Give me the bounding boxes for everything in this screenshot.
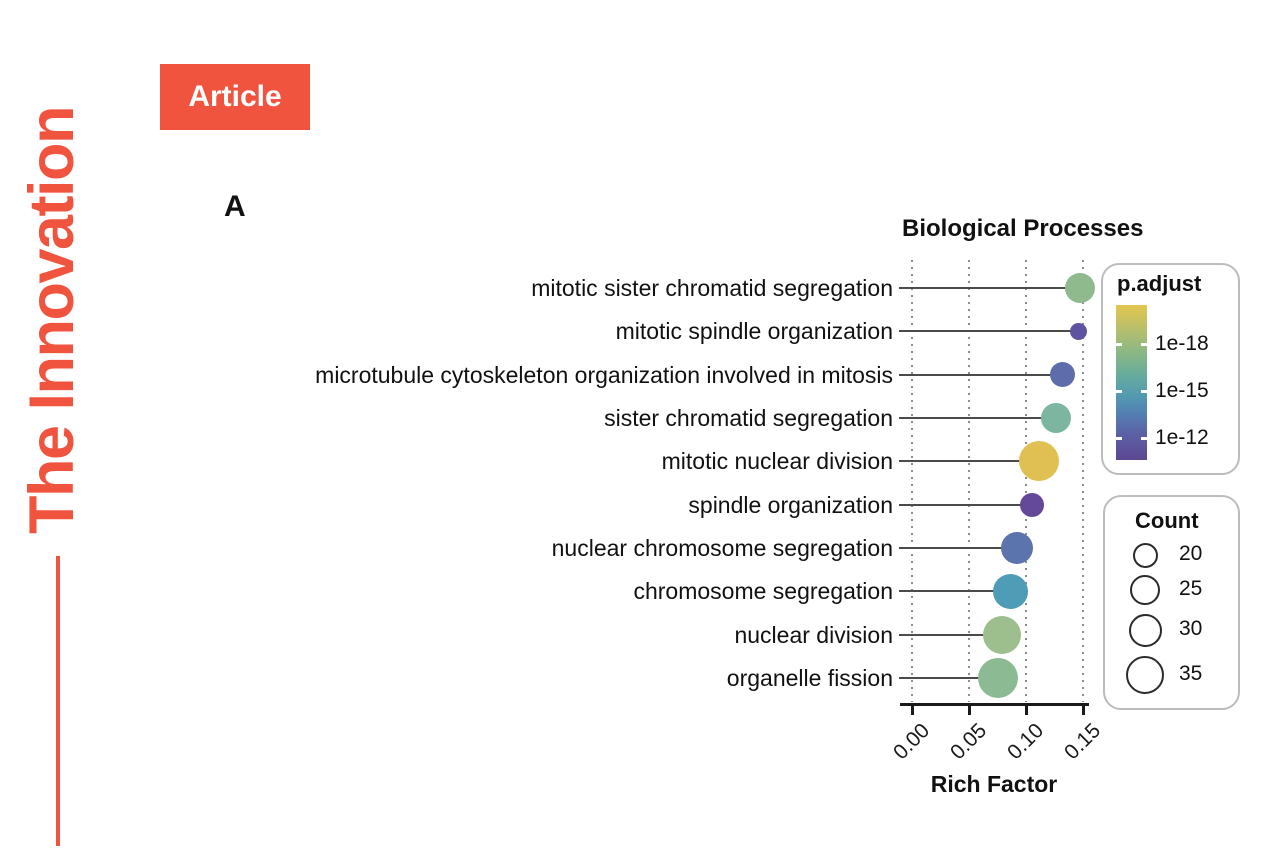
y-category-label: nuclear division [734,621,893,648]
lollipop-stem [899,547,1017,550]
x-axis-tick-0.05 [968,706,971,715]
colorbar-tick-label: 1e-18 [1155,332,1209,355]
chart-title: Biological Processes [902,215,1144,242]
data-bubble [1019,492,1044,517]
lollipop-stem [899,460,1039,463]
colorbar-tick-right [1141,437,1147,440]
data-bubble [1049,362,1075,388]
x-axis-line [900,703,1089,706]
lollipop-stem [899,287,1080,289]
lollipop-stem [899,373,1063,376]
count-legend-circle-20 [1132,542,1158,568]
count-legend-circle-25 [1130,575,1160,605]
count-legend-label-25: 25 [1179,577,1203,600]
article-type-badge: Article [160,64,310,130]
count-legend-circle-30 [1128,613,1162,647]
data-bubble [992,573,1028,609]
colorbar-tick-right [1141,390,1147,393]
y-category-label: nuclear chromosome segregation [551,535,893,562]
lollipop-stem [899,590,1011,593]
figure-panel-label: A [224,190,246,223]
count-legend-circle-35 [1126,656,1164,694]
legend-count: Count 20 25 30 35 [1103,495,1240,710]
lollipop-stem [899,633,1003,636]
data-bubble [983,615,1022,654]
y-category-label: spindle organization [688,491,893,518]
legend-padjust-title: p.adjust [1117,271,1202,296]
data-bubble [1069,322,1087,340]
colorbar-tick-left [1116,343,1122,346]
count-legend-label-20: 20 [1179,542,1203,565]
colorbar-tick-right [1141,343,1147,346]
data-bubble [1040,403,1071,434]
y-category-label: mitotic sister chromatid segregation [531,275,893,301]
x-axis-tick-0.10 [1025,706,1028,715]
colorbar-tick-left [1116,437,1122,440]
gridline-0.00 [911,260,913,702]
x-axis-tick-label-0.10: 0.10 [1003,719,1049,765]
y-category-label: microtubule cytoskeleton organization in… [315,361,893,388]
lollipop-stem [899,417,1056,420]
count-legend-label-35: 35 [1179,662,1203,685]
data-bubble [1000,532,1033,565]
y-category-label: organelle fission [726,665,893,692]
legend-count-title: Count [1135,508,1199,533]
x-axis-tick-label-0.00: 0.00 [889,719,935,765]
x-axis-title: Rich Factor [930,771,1058,797]
colorbar-tick-label: 1e-12 [1155,426,1209,449]
x-axis-tick-label-0.05: 0.05 [946,719,992,765]
gridline-0.05 [968,260,970,702]
colorbar-tick-left [1116,390,1122,393]
journal-vertical-rule [56,556,60,846]
y-category-label: sister chromatid segregation [604,405,893,432]
data-bubble [977,658,1018,699]
legend-padjust: p.adjust 1e-18 1e-15 1e-12 [1101,263,1240,475]
count-legend-label-30: 30 [1179,617,1203,640]
lollipop-stem [899,330,1079,333]
x-axis-tick-0.15 [1082,706,1085,715]
data-bubble [1018,441,1059,482]
gridline-0.15 [1082,260,1084,702]
y-category-label: chromosome segregation [633,578,893,605]
lollipop-stem [899,677,998,680]
y-category-label: mitotic nuclear division [661,448,893,475]
data-bubble [1064,273,1095,303]
y-category-label: mitotic spindle organization [615,318,893,345]
gridline-0.10 [1025,260,1027,702]
x-axis-tick-label-0.15: 0.15 [1060,719,1106,765]
colorbar-tick-label: 1e-15 [1155,379,1209,402]
article-badge-label: Article [188,80,282,113]
padjust-colorbar [1116,305,1147,460]
x-axis-tick-0.00 [911,706,914,715]
lollipop-stem [899,503,1032,506]
